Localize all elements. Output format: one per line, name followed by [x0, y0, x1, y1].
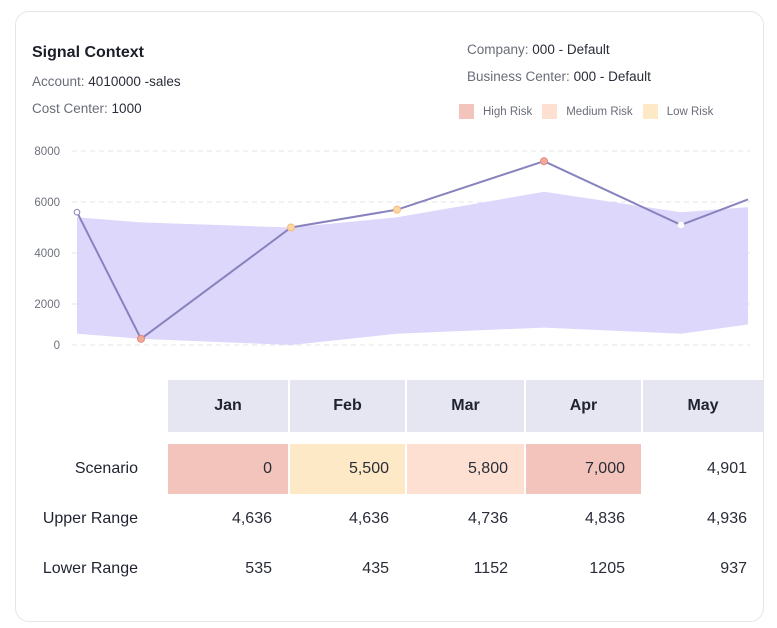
table-cell: 1152: [473, 560, 508, 577]
table-cell: 4,836: [584, 510, 625, 527]
table-row: Lower Range 535 435 1152 1205 937: [26, 544, 763, 594]
data-point[interactable]: [677, 221, 685, 229]
legend-high-risk: High Risk: [459, 104, 532, 119]
data-point[interactable]: [393, 205, 401, 214]
table-cell: 0: [168, 444, 288, 494]
y-tick-label: 2000: [34, 299, 60, 311]
table-cell: 7,000: [526, 444, 641, 494]
table-cell: 435: [362, 560, 389, 577]
scenario-table: Jan Feb Mar Apr May Scenario 0 5,500 5,800 7,000 4…: [24, 380, 765, 594]
table-cell: 5,800: [407, 444, 524, 494]
y-axis-ticks: 0 2000 4000 6000 8000: [34, 146, 60, 352]
business-center-info: Business Center: 000 - Default: [467, 69, 651, 84]
y-tick-label: 0: [54, 340, 60, 352]
table-cell: 1205: [589, 560, 625, 577]
data-point[interactable]: [287, 223, 295, 232]
legend-medium-risk: Medium Risk: [542, 104, 633, 119]
table-cell: 4,936: [706, 510, 747, 527]
table-cell: 535: [245, 560, 272, 577]
scenario-points: [73, 157, 685, 343]
range-band: [77, 191, 748, 345]
data-point[interactable]: [540, 157, 548, 166]
header-row: Jan Feb Mar Apr May: [26, 380, 763, 432]
legend-swatch-medium: [542, 104, 558, 119]
legend-low-risk: Low Risk: [642, 104, 714, 119]
row-label: Lower Range: [42, 560, 138, 577]
column-header: Apr: [526, 380, 641, 432]
legend-label: High Risk: [483, 105, 533, 118]
account-info: Account: 4010000 -sales: [32, 74, 181, 89]
risk-legend: High Risk Medium Risk Low Risk: [459, 104, 723, 119]
table-row: Upper Range 4,636 4,636 4,736 4,836 4,936: [26, 494, 763, 544]
cost-center-value: 1000: [111, 101, 142, 116]
row-label: Upper Range: [42, 510, 138, 527]
legend-swatch-low: [642, 104, 658, 119]
scenario-chart: 0 2000 4000 6000 8000: [34, 146, 750, 352]
legend-label: Medium Risk: [566, 105, 633, 118]
cost-center-info: Cost Center: 1000: [32, 101, 142, 116]
cost-center-label: Cost Center:: [32, 101, 108, 116]
table-cell: 4,636: [231, 510, 272, 527]
company-label: Company:: [467, 42, 529, 57]
account-label: Account:: [32, 74, 85, 89]
column-header: Mar: [407, 380, 524, 432]
table-cell: 4,901: [706, 460, 747, 477]
table-cell: 4,636: [348, 510, 389, 527]
account-value: 4010000 -sales: [88, 74, 181, 89]
data-point[interactable]: [137, 334, 145, 343]
table-cell: 5,500: [290, 444, 405, 494]
y-tick-label: 4000: [34, 248, 60, 260]
y-tick-label: 8000: [34, 146, 60, 158]
row-label: Scenario: [74, 460, 138, 477]
column-header: Feb: [290, 380, 405, 432]
spacer-row: [26, 432, 763, 444]
table-cell: 937: [720, 560, 747, 577]
business-center-label: Business Center:: [467, 69, 570, 84]
table-row: Scenario 0 5,500 5,800 7,000 4,901: [26, 444, 763, 494]
legend-label: Low Risk: [666, 105, 714, 118]
company-value: 000 - Default: [532, 42, 610, 57]
business-center-value: 000 - Default: [573, 69, 651, 84]
y-tick-label: 6000: [34, 197, 60, 209]
table-cell: 4,736: [467, 510, 508, 527]
column-header: Jan: [168, 380, 288, 432]
column-header: May: [643, 380, 763, 432]
data-point[interactable]: [73, 208, 81, 216]
legend-swatch-high: [459, 104, 474, 119]
card-title: Signal Context: [32, 44, 145, 61]
company-info: Company: 000 - Default: [467, 42, 610, 57]
corner-cell: [26, 380, 166, 432]
